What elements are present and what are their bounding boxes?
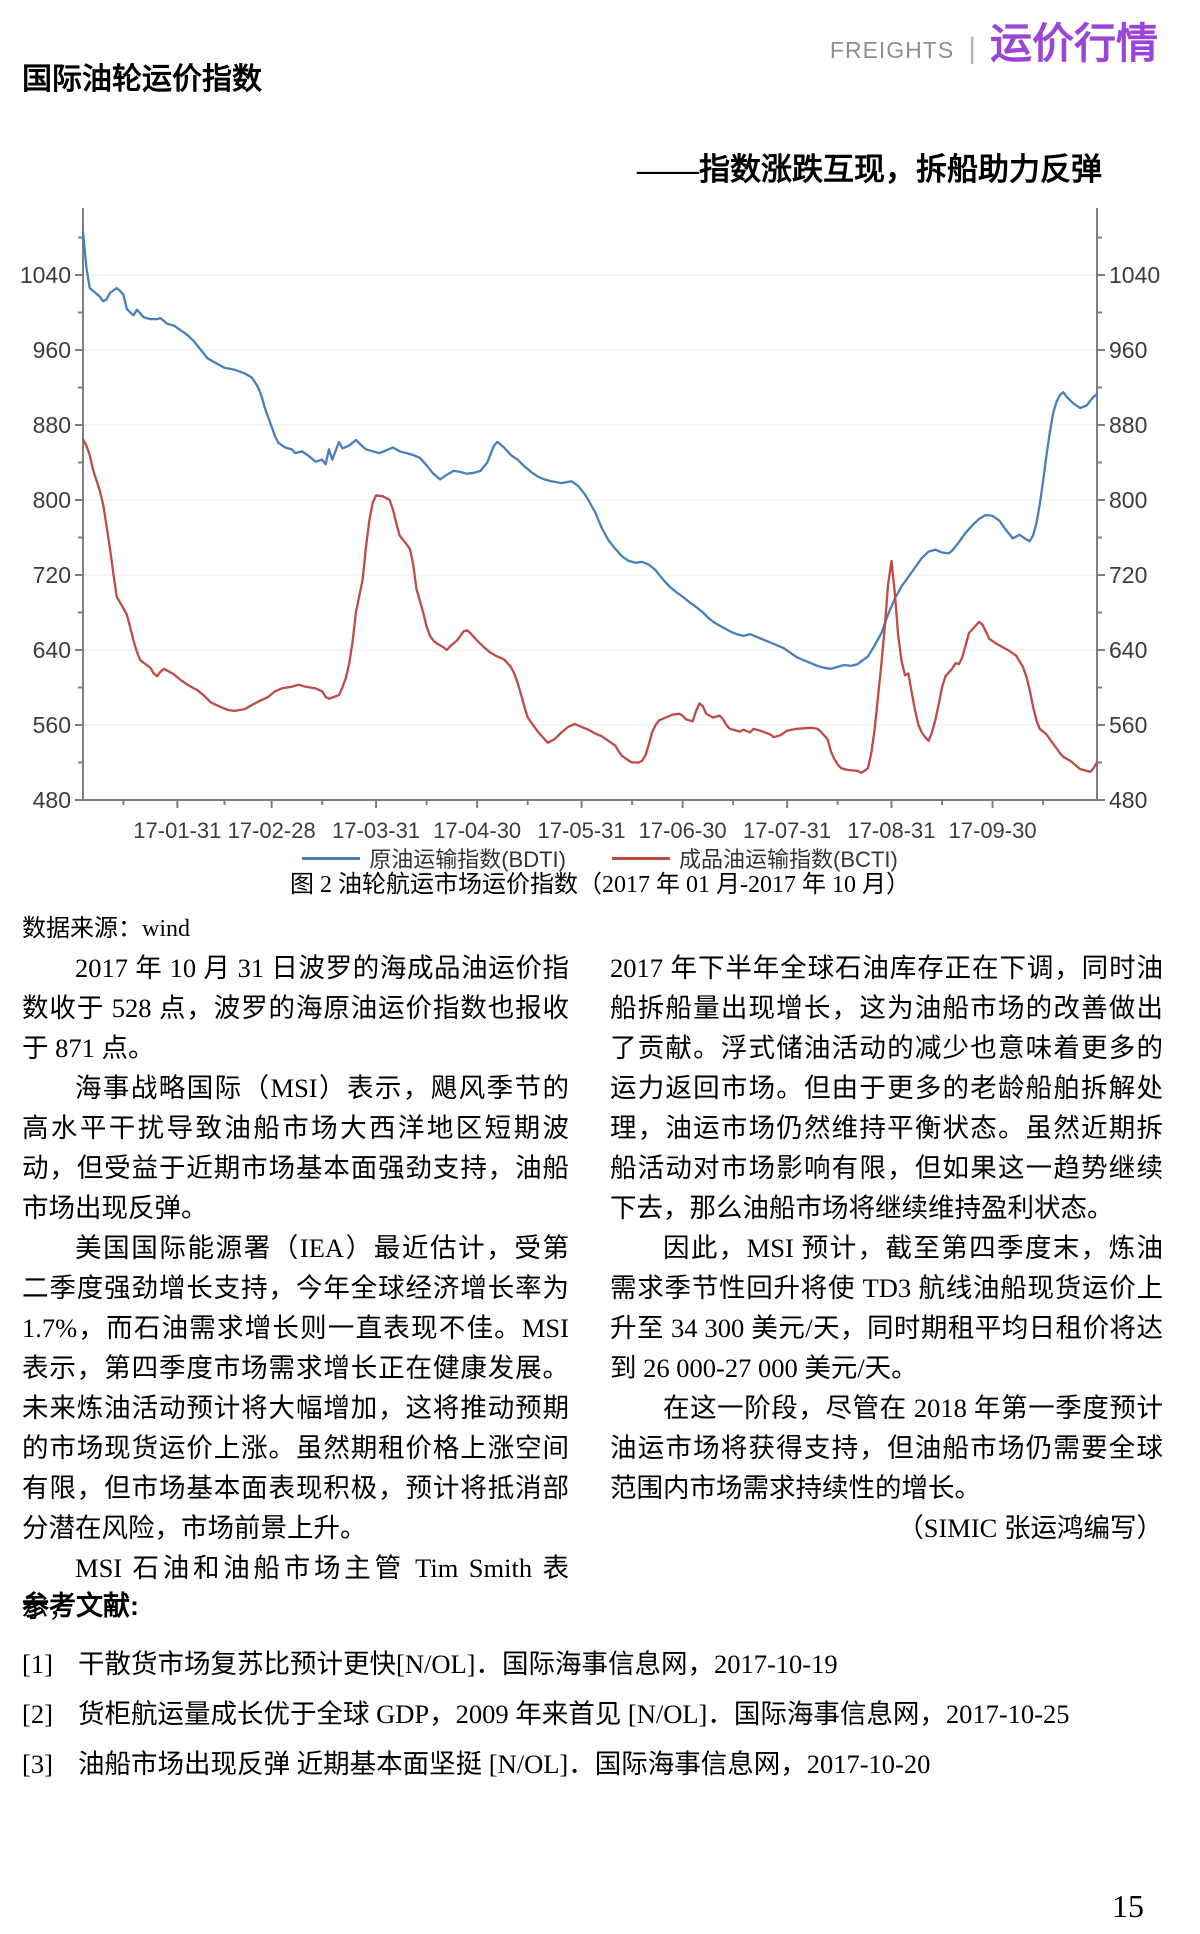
reference-item: [2] 货柜航运量成长优于全球 GDP，2009 年来首见 [N/OL]．国际海… — [22, 1689, 1162, 1739]
paragraph: 2017 年下半年全球石油库存正在下调，同时油船拆船量出现增长，这为油船市场的改… — [610, 953, 1163, 1223]
svg-text:17-04-30: 17-04-30 — [433, 818, 521, 843]
svg-text:640: 640 — [33, 637, 71, 663]
svg-text:720: 720 — [33, 562, 71, 588]
svg-text:17-08-31: 17-08-31 — [847, 818, 935, 843]
svg-text:880: 880 — [33, 412, 71, 438]
svg-text:720: 720 — [1109, 562, 1147, 588]
reference-number: [3] — [22, 1749, 53, 1779]
masthead-separator: | — [968, 32, 976, 65]
chart-legend: 原油运输指数(BDTI) 成品油运输指数(BCTI) — [0, 842, 1200, 874]
page-number: 15 — [1112, 1888, 1144, 1924]
body-column-left: 2017 年 10 月 31 日波罗的海成品油运价指数收于 528 点，波罗的海… — [22, 948, 569, 1628]
paragraph: 因此，MSI 预计，截至第四季度末，炼油需求季节性回升将使 TD3 航线油船现货… — [610, 1233, 1163, 1383]
svg-text:17-06-30: 17-06-30 — [639, 818, 727, 843]
figure-caption: 图 2 油轮航运市场运价指数（2017 年 01 月-2017 年 10 月） — [290, 872, 910, 898]
legend-item-bdti: 原油运输指数(BDTI) — [302, 842, 566, 874]
svg-text:1040: 1040 — [1109, 262, 1160, 288]
freight-index-line-chart: 480 480 560 560 640 640 720 720 800 800 880 880 960 9… — [20, 208, 1160, 843]
masthead-section-title: 运价行情 — [989, 20, 1158, 67]
svg-text:17-09-30: 17-09-30 — [949, 818, 1037, 843]
svg-text:880: 880 — [1109, 412, 1147, 438]
svg-text:800: 800 — [1109, 487, 1147, 513]
bcti-line — [81, 437, 1099, 774]
reference-text: 干散货市场复苏比预计更快[N/OL]．国际海事信息网，2017-10-19 — [78, 1649, 838, 1679]
paragraph: 海事战略国际（MSI）表示，飓风季节的高水平干扰导致油船市场大西洋地区短期波动，… — [22, 1073, 569, 1223]
svg-text:640: 640 — [1109, 637, 1147, 663]
svg-text:17-07-31: 17-07-31 — [743, 818, 831, 843]
bdti-line — [81, 230, 1099, 670]
paragraph: 2017 年 10 月 31 日波罗的海成品油运价指数收于 528 点，波罗的海… — [22, 953, 569, 1063]
svg-text:1040: 1040 — [20, 262, 71, 288]
page-title: 国际油轮运价指数 — [22, 63, 262, 96]
data-source: 数据来源：wind — [22, 916, 190, 942]
bcti-line-swatch — [612, 856, 670, 860]
paragraph: 美国国际能源署（IEA）最近估计，受第二季度强劲增长支持，今年全球经济增长率为 … — [22, 1233, 569, 1543]
reference-number: [2] — [22, 1699, 53, 1729]
svg-text:560: 560 — [33, 712, 71, 738]
svg-text:960: 960 — [1109, 337, 1147, 363]
svg-text:17-02-28: 17-02-28 — [228, 818, 316, 843]
masthead: FREIGHTS | 运价行情 — [830, 10, 1158, 71]
svg-text:800: 800 — [33, 487, 71, 513]
svg-text:17-05-31: 17-05-31 — [538, 818, 626, 843]
svg-text:960: 960 — [33, 337, 71, 363]
svg-text:480: 480 — [1109, 787, 1147, 813]
legend-label-bdti: 原油运输指数(BDTI) — [369, 847, 566, 872]
legend-label-bcti: 成品油运输指数(BCTI) — [679, 847, 898, 872]
reference-number: [1] — [22, 1649, 53, 1679]
legend-item-bcti: 成品油运输指数(BCTI) — [612, 842, 898, 874]
reference-text: 油船市场出现反弹 近期基本面坚挺 [N/OL]．国际海事信息网，2017-10-… — [78, 1749, 931, 1779]
svg-text:480: 480 — [33, 787, 71, 813]
paragraph: 在这一阶段，尽管在 2018 年第一季度预计油运市场将获得支持，但油船市场仍需要… — [610, 1393, 1163, 1503]
byline: （SIMIC 张运鸿编写） — [897, 1513, 1163, 1543]
paragraph: MSI 石油和油船市场主管 Tim Smith 表示， — [22, 1553, 569, 1623]
svg-text:17-03-31: 17-03-31 — [332, 818, 420, 843]
body-column-right: 2017 年下半年全球石油库存正在下调，同时油船拆船量出现增长，这为油船市场的改… — [610, 948, 1163, 1548]
bdti-line-swatch — [302, 856, 361, 860]
reference-item: [1] 干散货市场复苏比预计更快[N/OL]．国际海事信息网，2017-10-1… — [22, 1639, 1162, 1689]
references-section: 参考文献: [1] 干散货市场复苏比预计更快[N/OL]．国际海事信息网，201… — [22, 1584, 1162, 1789]
svg-text:560: 560 — [1109, 712, 1147, 738]
masthead-eyebrow: FREIGHTS — [829, 37, 955, 63]
page-subtitle: ——指数涨跌互现，拆船助力反弹 — [637, 152, 1102, 187]
reference-text: 货柜航运量成长优于全球 GDP，2009 年来首见 [N/OL]．国际海事信息网… — [78, 1699, 1070, 1729]
svg-text:17-01-31: 17-01-31 — [133, 818, 221, 843]
references-heading: 参考文献: — [22, 1591, 139, 1621]
reference-item: [3] 油船市场出现反弹 近期基本面坚挺 [N/OL]．国际海事信息网，2017… — [22, 1739, 1162, 1789]
